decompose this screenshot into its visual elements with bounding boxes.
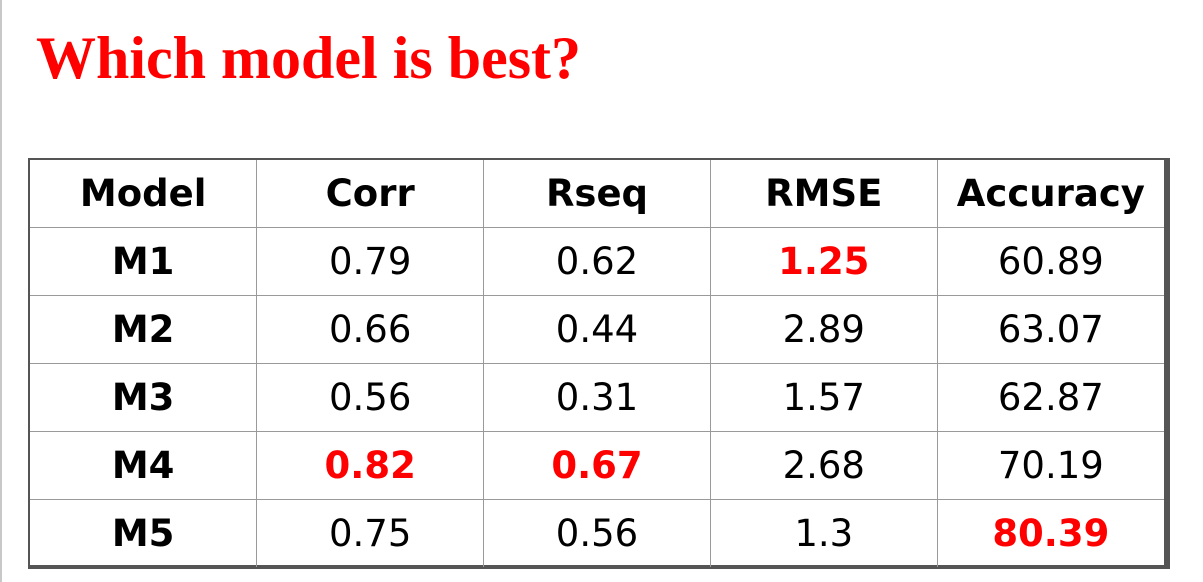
model-name-cell: M3 — [30, 363, 258, 432]
accuracy-cell: 60.89 — [936, 227, 1164, 296]
results-table-frame: Model Corr Rseq RMSE Accuracy M1 0.79 0.… — [28, 158, 1170, 569]
column-header-rseq: Rseq — [483, 160, 711, 228]
table-row: M4 0.82 0.67 2.68 70.19 — [30, 431, 1164, 500]
model-comparison-table: Model Corr Rseq RMSE Accuracy M1 0.79 0.… — [30, 160, 1164, 567]
column-header-corr: Corr — [256, 160, 485, 228]
page-title: Which model is best? — [36, 25, 582, 91]
model-name-cell: M5 — [30, 499, 258, 567]
column-header-model: Model — [30, 160, 258, 228]
table-row: M1 0.79 0.62 1.25 60.89 — [30, 227, 1164, 296]
corr-cell: 0.56 — [256, 363, 485, 432]
accuracy-cell-best: 80.39 — [936, 499, 1164, 567]
model-name-cell: M2 — [30, 295, 258, 364]
slide-left-border — [0, 0, 2, 582]
rmse-cell: 2.68 — [709, 431, 938, 500]
table-row: M5 0.75 0.56 1.3 80.39 — [30, 499, 1164, 567]
model-name-cell: M4 — [30, 431, 258, 500]
table-row: M3 0.56 0.31 1.57 62.87 — [30, 363, 1164, 432]
rmse-cell: 2.89 — [709, 295, 938, 364]
accuracy-cell: 63.07 — [936, 295, 1164, 364]
column-header-rmse: RMSE — [709, 160, 938, 228]
accuracy-cell: 70.19 — [936, 431, 1164, 500]
rmse-cell: 1.57 — [709, 363, 938, 432]
accuracy-cell: 62.87 — [936, 363, 1164, 432]
model-name-cell: M1 — [30, 227, 258, 296]
table-header-row: Model Corr Rseq RMSE Accuracy — [30, 160, 1164, 228]
rseq-cell: 0.44 — [483, 295, 711, 364]
table-row: M2 0.66 0.44 2.89 63.07 — [30, 295, 1164, 364]
corr-cell-best: 0.82 — [256, 431, 485, 500]
rmse-cell-best: 1.25 — [709, 227, 938, 296]
corr-cell: 0.79 — [256, 227, 485, 296]
rseq-cell: 0.56 — [483, 499, 711, 567]
corr-cell: 0.66 — [256, 295, 485, 364]
rmse-cell: 1.3 — [709, 499, 938, 567]
rseq-cell: 0.31 — [483, 363, 711, 432]
rseq-cell-best: 0.67 — [483, 431, 711, 500]
column-header-accuracy: Accuracy — [936, 160, 1164, 228]
corr-cell: 0.75 — [256, 499, 485, 567]
rseq-cell: 0.62 — [483, 227, 711, 296]
